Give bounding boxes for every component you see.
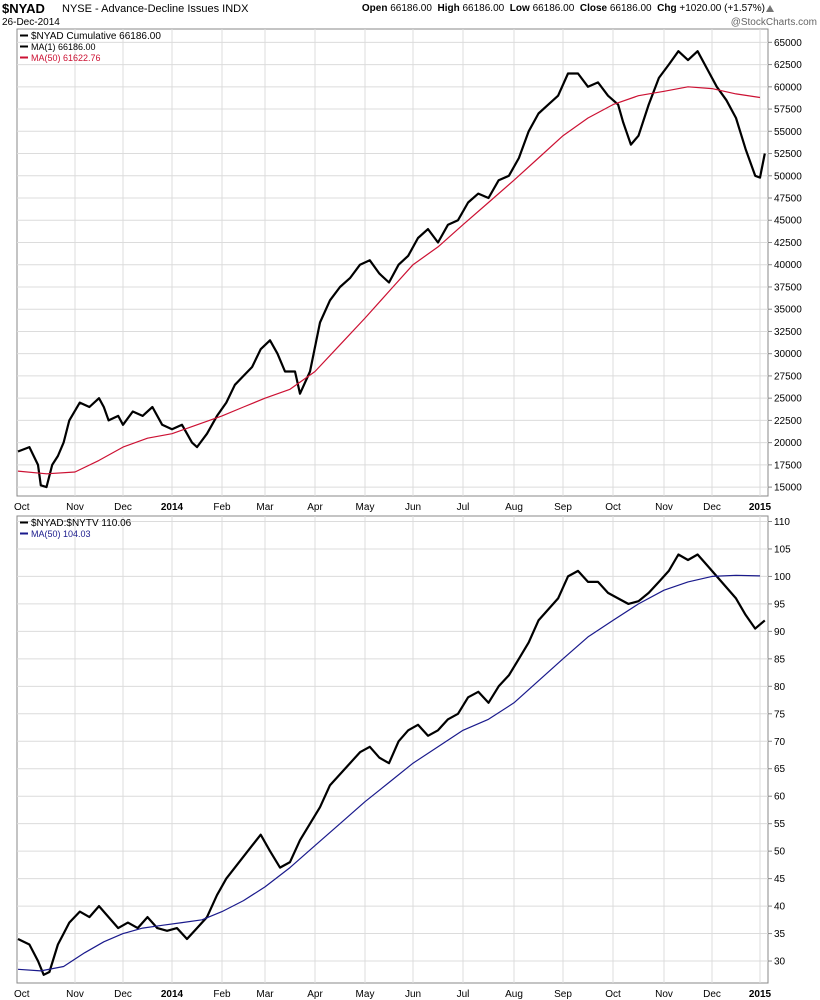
y-tick-label: 25000 [774, 394, 802, 405]
ticker-description: NYSE - Advance-Decline Issues INDX [62, 3, 249, 15]
y-tick-label: 45 [774, 874, 786, 885]
x-tick-label: May [356, 989, 375, 1000]
y-tick-label: 37500 [774, 282, 802, 293]
legend-entry: MA(50) 104.03 [31, 529, 91, 539]
y-tick-label: 55 [774, 819, 786, 830]
x-tick-label: May [356, 502, 375, 513]
x-tick-label: Jun [405, 989, 421, 1000]
close-value: 66186.00 [609, 3, 652, 14]
x-tick-label: Dec [114, 502, 132, 513]
low-label: Low [509, 3, 530, 14]
legend-entry: $NYAD:$NYTV 110.06 [31, 518, 132, 529]
high-label: High [437, 3, 460, 14]
x-tick-label: 2015 [749, 502, 772, 513]
series-line-top-0 [17, 50, 766, 489]
x-tick-label: 2015 [749, 989, 772, 1000]
low-value: 66186.00 [532, 3, 575, 14]
plot-frame [16, 28, 769, 497]
x-tick-label: Mar [256, 502, 274, 513]
y-tick-label: 110 [774, 517, 790, 528]
y-tick-label: 42500 [774, 238, 802, 249]
x-tick-label: Sep [554, 502, 572, 513]
chg-value: +1020.00 (+1.57%) [679, 3, 765, 14]
x-tick-label: Dec [703, 989, 721, 1000]
x-tick-label: Oct [14, 502, 30, 513]
y-tick-label: 90 [774, 627, 786, 638]
x-tick-label: Dec [114, 989, 132, 1000]
y-tick-label: 65 [774, 764, 786, 775]
x-tick-label: Apr [307, 989, 323, 1000]
y-tick-label: 40 [774, 902, 786, 913]
x-tick-label: Nov [66, 502, 84, 513]
up-triangle-icon [766, 5, 774, 12]
y-tick-label: 70 [774, 737, 786, 748]
high-value: 66186.00 [462, 3, 505, 14]
x-tick-label: Nov [655, 502, 673, 513]
y-tick-label: 50000 [774, 171, 802, 182]
series-line-bottom-0 [17, 553, 766, 976]
x-tick-label: Oct [605, 989, 621, 1000]
y-tick-label: 52500 [774, 149, 802, 160]
y-tick-label: 40000 [774, 260, 802, 271]
x-tick-label: Mar [256, 989, 274, 1000]
y-tick-label: 105 [774, 544, 791, 555]
y-tick-label: 30 [774, 957, 786, 968]
y-tick-label: 32500 [774, 327, 802, 338]
y-tick-label: 22500 [774, 416, 802, 427]
y-tick-label: 35 [774, 929, 786, 940]
close-label: Close [579, 3, 608, 14]
x-tick-label: Oct [14, 989, 30, 1000]
y-tick-label: 20000 [774, 438, 802, 449]
y-tick-label: 85 [774, 654, 786, 665]
legend-entry: MA(50) 61622.76 [31, 53, 101, 63]
y-tick-label: 65000 [774, 38, 802, 49]
x-tick-label: 2014 [161, 989, 184, 1000]
ticker-symbol: $NYAD [2, 1, 45, 16]
x-tick-label: Feb [213, 989, 231, 1000]
open-value: 66186.00 [390, 3, 432, 14]
quote-date: 26-Dec-2014 [2, 17, 60, 28]
y-tick-label: 17500 [774, 460, 802, 471]
x-tick-label: Apr [307, 502, 323, 513]
x-tick-label: Oct [605, 502, 621, 513]
x-tick-label: Jul [457, 502, 470, 513]
open-label: Open [361, 3, 388, 14]
series-line-bottom-1 [17, 574, 761, 972]
legend-entry: MA(1) 66186.00 [31, 42, 96, 52]
y-tick-label: 62500 [774, 60, 802, 71]
legend-entry: $NYAD Cumulative 66186.00 [31, 31, 161, 42]
series-line-top-1 [17, 86, 761, 475]
plot-frame [16, 515, 769, 984]
y-tick-label: 35000 [774, 305, 802, 316]
copyright-text: @StockCharts.com [730, 17, 817, 28]
y-tick-label: 100 [774, 572, 791, 583]
y-tick-label: 60 [774, 792, 786, 803]
y-tick-label: 47500 [774, 194, 802, 205]
x-tick-label: Dec [703, 502, 721, 513]
y-tick-label: 55000 [774, 127, 802, 138]
y-tick-label: 75 [774, 709, 786, 720]
chg-label: Chg [657, 3, 677, 14]
y-tick-label: 27500 [774, 371, 802, 382]
x-tick-label: Feb [213, 502, 231, 513]
x-tick-label: Aug [505, 989, 523, 1000]
x-tick-label: Aug [505, 502, 523, 513]
x-tick-label: Nov [655, 989, 673, 1000]
x-tick-label: 2014 [161, 502, 184, 513]
x-tick-label: Sep [554, 989, 572, 1000]
y-tick-label: 30000 [774, 349, 802, 360]
y-tick-label: 95 [774, 599, 786, 610]
x-tick-label: Nov [66, 989, 84, 1000]
x-tick-label: Jun [405, 502, 421, 513]
y-tick-label: 50 [774, 847, 786, 858]
y-tick-label: 60000 [774, 82, 802, 93]
y-tick-label: 57500 [774, 105, 802, 116]
x-tick-label: Jul [457, 989, 470, 1000]
y-tick-label: 15000 [774, 483, 802, 494]
y-tick-label: 80 [774, 682, 786, 693]
quote-summary: Open 66186.00 High 66186.00 Low 66186.00… [362, 3, 765, 14]
y-tick-label: 45000 [774, 216, 802, 227]
chart-header: $NYAD NYSE - Advance-Decline Issues INDX… [0, 0, 820, 30]
